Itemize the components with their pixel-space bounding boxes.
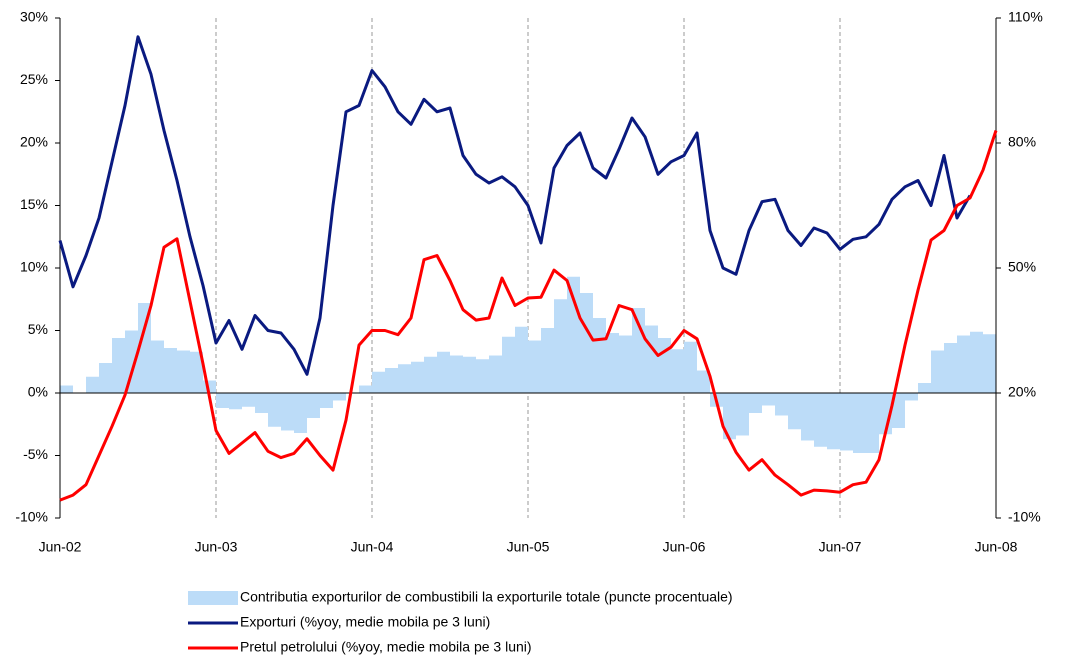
bar bbox=[411, 361, 424, 393]
bar bbox=[684, 341, 697, 393]
bar bbox=[307, 393, 320, 418]
bar bbox=[983, 334, 996, 393]
y-tick-label: 25% bbox=[20, 71, 48, 87]
x-tick-label: Jun-07 bbox=[819, 539, 862, 555]
x-tick-label: Jun-08 bbox=[975, 539, 1018, 555]
bar bbox=[762, 393, 775, 406]
bar bbox=[242, 393, 255, 407]
x-tick-label: Jun-04 bbox=[351, 539, 394, 555]
y2-tick-label: 80% bbox=[1008, 134, 1036, 150]
bar bbox=[359, 385, 372, 393]
y-tick-label: 10% bbox=[20, 259, 48, 275]
bar bbox=[216, 393, 229, 408]
y-tick-label: -10% bbox=[15, 509, 48, 525]
bar bbox=[645, 325, 658, 393]
bar bbox=[164, 348, 177, 393]
bar bbox=[619, 335, 632, 393]
line bbox=[58, 35, 972, 376]
y2-tick-label: 20% bbox=[1008, 384, 1036, 400]
bar bbox=[112, 338, 125, 393]
bar bbox=[99, 363, 112, 393]
bar bbox=[918, 383, 931, 393]
bar bbox=[840, 393, 853, 451]
bar bbox=[931, 350, 944, 393]
x-tick-label: Jun-03 bbox=[195, 539, 238, 555]
bar bbox=[489, 355, 502, 393]
y-tick-label: 20% bbox=[20, 134, 48, 150]
bar bbox=[801, 393, 814, 441]
bar bbox=[463, 356, 476, 393]
bar bbox=[437, 351, 450, 393]
bar bbox=[554, 299, 567, 393]
bar bbox=[372, 371, 385, 393]
bar bbox=[294, 393, 307, 433]
bar bbox=[671, 349, 684, 393]
bar bbox=[541, 328, 554, 393]
bar bbox=[775, 393, 788, 416]
bar bbox=[333, 393, 346, 401]
bar bbox=[515, 326, 528, 393]
bar bbox=[424, 356, 437, 393]
y2-tick-label: -10% bbox=[1008, 509, 1041, 525]
bar bbox=[229, 393, 242, 410]
bar bbox=[177, 350, 190, 393]
x-tick-label: Jun-06 bbox=[663, 539, 706, 555]
bar bbox=[138, 303, 151, 393]
y2-tick-label: 50% bbox=[1008, 259, 1036, 275]
bar bbox=[86, 376, 99, 393]
bar bbox=[567, 276, 580, 393]
bar bbox=[736, 393, 749, 436]
legend-label: Pretul petrolului (%yoy, medie mobila pe… bbox=[240, 639, 532, 655]
bar bbox=[658, 338, 671, 393]
y-tick-label: 0% bbox=[28, 384, 48, 400]
bar bbox=[255, 393, 268, 413]
line bbox=[59, 130, 998, 502]
bar bbox=[151, 340, 164, 393]
bar bbox=[385, 368, 398, 393]
bar bbox=[905, 393, 918, 401]
legend-swatch bbox=[188, 591, 238, 605]
bar bbox=[970, 331, 983, 393]
y-tick-label: 30% bbox=[20, 9, 48, 25]
bar bbox=[125, 330, 138, 393]
bar bbox=[502, 336, 515, 393]
bar bbox=[593, 318, 606, 393]
bar bbox=[749, 393, 762, 413]
bar bbox=[944, 343, 957, 393]
bar bbox=[853, 393, 866, 453]
bar bbox=[606, 333, 619, 393]
bar bbox=[190, 351, 203, 393]
bar bbox=[788, 393, 801, 430]
x-tick-label: Jun-05 bbox=[507, 539, 550, 555]
bar bbox=[60, 385, 73, 393]
bar bbox=[450, 355, 463, 393]
bar bbox=[580, 293, 593, 393]
y-tick-label: 5% bbox=[28, 321, 48, 337]
bar bbox=[723, 393, 736, 440]
y2-tick-label: 110% bbox=[1008, 9, 1043, 25]
x-tick-label: Jun-02 bbox=[39, 539, 82, 555]
legend-label: Exporturi (%yoy, medie mobila pe 3 luni) bbox=[240, 614, 490, 630]
y-tick-label: 15% bbox=[20, 196, 48, 212]
y-tick-label: -5% bbox=[23, 446, 48, 462]
bar bbox=[827, 393, 840, 450]
bar bbox=[814, 393, 827, 447]
bar bbox=[281, 393, 294, 431]
bar bbox=[892, 393, 905, 428]
legend-label: Contributia exporturilor de combustibili… bbox=[240, 589, 733, 605]
bar bbox=[398, 364, 411, 393]
bar bbox=[957, 335, 970, 393]
bar bbox=[697, 370, 710, 393]
bar bbox=[476, 359, 489, 393]
bar bbox=[320, 393, 333, 408]
bar bbox=[866, 393, 879, 453]
bar bbox=[528, 340, 541, 393]
bar bbox=[268, 393, 281, 427]
